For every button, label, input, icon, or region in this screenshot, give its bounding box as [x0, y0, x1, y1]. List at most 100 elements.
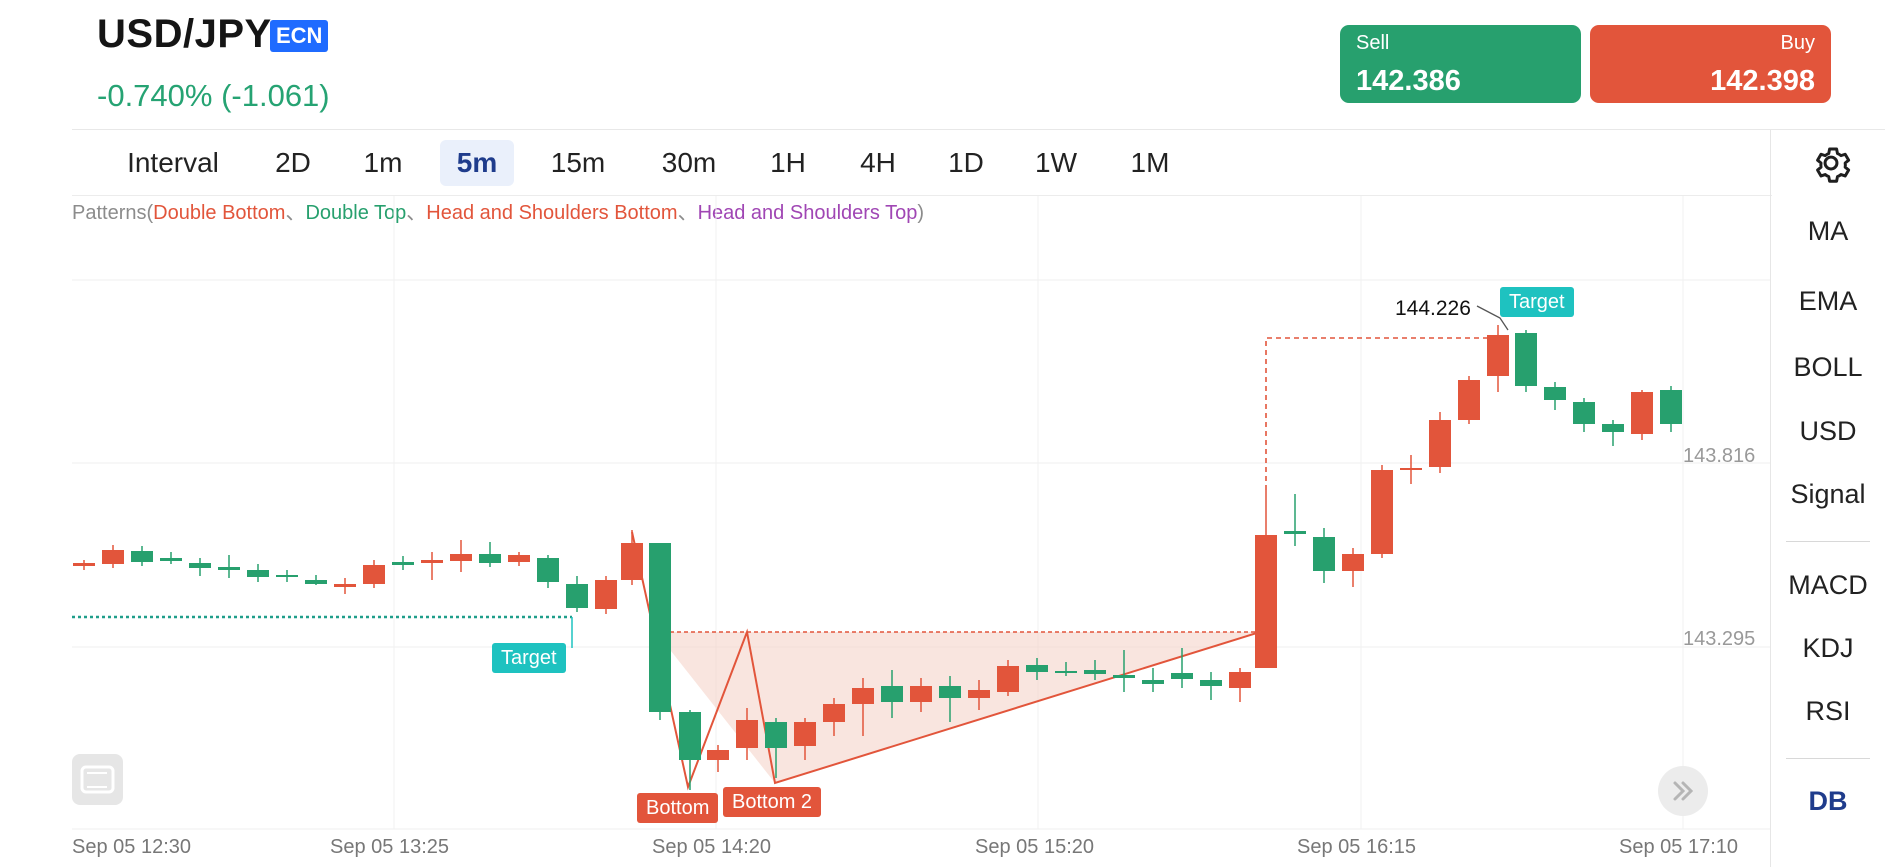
pattern-double-bottom[interactable]: Double Bottom — [153, 202, 286, 224]
candle-body — [765, 722, 787, 748]
candle-body — [1171, 673, 1193, 679]
candle-body — [1200, 680, 1222, 686]
candle-body — [1400, 468, 1422, 470]
candle-body — [1229, 672, 1251, 688]
price-label-lower: 143.295 — [1683, 628, 1756, 650]
pattern-double-top[interactable]: Double Top — [305, 202, 407, 224]
candle-body — [566, 584, 588, 608]
toolbar-divider — [72, 195, 1772, 196]
candle-body — [649, 543, 671, 712]
tab-1m[interactable]: 1m — [363, 147, 403, 178]
interval-label: Interval — [127, 147, 219, 178]
buy-button[interactable]: Buy 142.398 — [1590, 25, 1831, 103]
target-price-connector — [1476, 305, 1509, 331]
target-tag: Target — [1500, 287, 1574, 317]
pattern-hs-top[interactable]: Head and Shoulders Top — [697, 202, 918, 224]
pattern-triangle — [656, 632, 1260, 783]
candle-body — [1371, 470, 1393, 554]
candle-body — [1458, 380, 1480, 420]
candle-body — [595, 580, 617, 609]
tab-4H[interactable]: 4H — [860, 147, 896, 178]
tab-1D[interactable]: 1D — [948, 147, 984, 178]
sell-button[interactable]: Sell 142.386 — [1340, 25, 1581, 103]
candle-body — [910, 686, 932, 702]
price-change: -0.740% (-1.061) — [97, 78, 330, 113]
candle-body — [1084, 670, 1106, 674]
header-divider — [72, 129, 1885, 130]
double-chevron-right-icon — [1673, 781, 1694, 801]
sidebar-item-boll[interactable]: BOLL — [1793, 352, 1863, 382]
tab-5m[interactable]: 5m — [440, 140, 514, 186]
bottom-tag: Bottom — [637, 793, 719, 823]
tab-30m[interactable]: 30m — [661, 147, 717, 178]
candle-body — [73, 563, 95, 566]
candle-body — [1487, 335, 1509, 376]
candle-body — [1602, 424, 1624, 432]
sidebar-item-signal[interactable]: Signal — [1790, 479, 1866, 509]
candle-body — [450, 554, 472, 561]
bottom2-tag: Bottom 2 — [723, 787, 822, 817]
candle-body — [363, 565, 385, 584]
candle-body — [1142, 680, 1164, 684]
tab-1M[interactable]: 1M — [1130, 147, 1170, 178]
candle-body — [852, 688, 874, 704]
scroll-latest-button[interactable] — [1658, 766, 1708, 816]
candle-body — [247, 570, 269, 577]
tab-1W[interactable]: 1W — [1035, 147, 1077, 178]
sidebar-item-db[interactable]: DB — [1808, 786, 1848, 816]
sidebar-divider — [1786, 758, 1870, 759]
candle-body — [479, 554, 501, 563]
candle-body — [881, 686, 903, 702]
buy-price: 142.398 — [1710, 65, 1815, 97]
sidebar-item-usd[interactable]: USD — [1799, 416, 1857, 446]
candle-body — [218, 567, 240, 570]
symbol-title: USD/JPY — [97, 12, 272, 56]
tab-15m[interactable]: 15m — [550, 147, 606, 178]
patterns-legend: Patterns(Double Bottom、Double Top、Head a… — [72, 202, 925, 224]
candle-body — [707, 750, 729, 760]
gear-icon[interactable] — [1810, 142, 1852, 184]
sidebar-item-ma[interactable]: MA — [1807, 216, 1849, 246]
candle-body — [621, 543, 643, 580]
pattern-separator: 、 — [677, 202, 698, 224]
sidebar-separator — [1770, 130, 1771, 867]
candle-body — [131, 551, 153, 562]
candle-body — [997, 666, 1019, 692]
price-label-upper: 143.816 — [1683, 445, 1756, 467]
candle-body — [1055, 671, 1077, 673]
time-label: Sep 05 13:25 — [330, 836, 449, 858]
candle-body — [1284, 531, 1306, 534]
candle-body — [1313, 537, 1335, 571]
sidebar-item-macd[interactable]: MACD — [1788, 570, 1868, 600]
rotate-screen-icon — [80, 765, 115, 794]
candles — [73, 325, 1682, 790]
pattern-separator: 、 — [406, 202, 427, 224]
sidebar-item-ema[interactable]: EMA — [1798, 286, 1858, 316]
candle-body — [1660, 390, 1682, 424]
sell-label: Sell — [1356, 32, 1390, 54]
candle-body — [392, 562, 414, 565]
target-price-label: 144.226 — [1395, 297, 1471, 320]
header: USD/JPY ECN -0.740% (-1.061) Sell 142.38… — [0, 0, 1885, 130]
rotate-screen-button[interactable] — [72, 754, 123, 805]
pattern-separator: 、 — [285, 202, 306, 224]
sidebar-item-rsi[interactable]: RSI — [1805, 696, 1851, 726]
candle-body — [189, 563, 211, 568]
sidebar-divider — [1786, 541, 1870, 542]
candle-body — [508, 555, 530, 562]
candle-body — [1573, 402, 1595, 424]
chart-grid — [72, 196, 1770, 830]
candle-body — [968, 690, 990, 698]
tab-1H[interactable]: 1H — [770, 147, 806, 178]
pattern-hs-bottom[interactable]: Head and Shoulders Bottom — [426, 202, 678, 224]
target-tag-left: Target — [492, 643, 566, 673]
interval-toolbar: Interval 2D 1m 5m 15m 30m 1H 4H 1D 1W 1M — [0, 130, 1770, 195]
candle-body — [421, 560, 443, 563]
tab-2D[interactable]: 2D — [275, 147, 311, 178]
candle-body — [939, 686, 961, 698]
patterns-prefix: Patterns — [72, 202, 147, 224]
sidebar-item-kdj[interactable]: KDJ — [1802, 633, 1854, 663]
candle-body — [1631, 392, 1653, 434]
candle-body — [305, 580, 327, 584]
